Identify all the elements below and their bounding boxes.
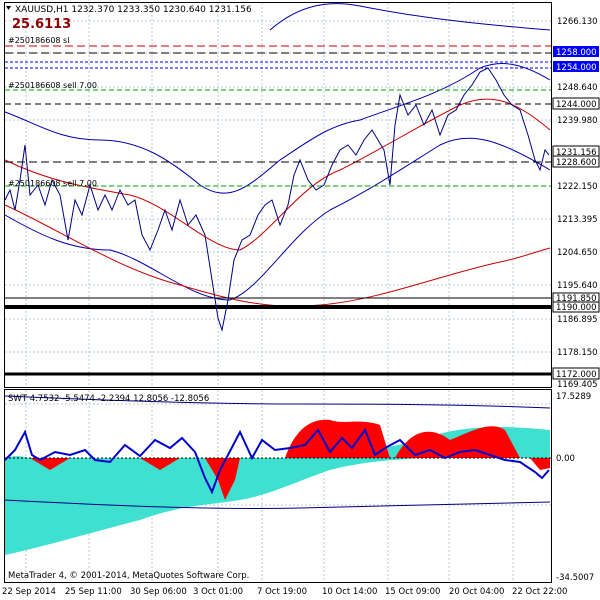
indicator-positive-fill-1 [5,458,70,470]
time-tick: 25 Sep 11:00 [65,587,122,597]
price-tick: 1222.150 [557,182,598,192]
level-label-1190[interactable]: 1190.000 [552,301,600,313]
indicator-positive-fill-2 [140,458,180,470]
price-series [4,67,550,332]
lower-band [4,137,551,301]
symbol-info: XAUUSD,H1 1232.370 1233.350 1230.640 123… [15,5,252,15]
svg-text:1254.000: 1254.000 [556,63,597,73]
time-tick: 15 Oct 09:00 [385,587,440,597]
order-label-sl: #250186608 sl [8,36,69,45]
indicator-positive-fill-3 [205,458,240,500]
level-label-1172[interactable]: 1172.000 [552,367,600,380]
account-value: 25.6113 [12,17,71,32]
time-tick: 20 Oct 04:00 [449,587,504,597]
svg-text:1231.156: 1231.156 [556,148,597,158]
upper-band [4,63,551,194]
level-label-1244[interactable]: 1244.000 [552,97,600,110]
indicator-signal-line [4,427,550,495]
time-tick: 22 Oct 22:00 [512,587,567,597]
indicator-frame[interactable] [4,389,552,583]
price-tick: 1239.980 [557,116,598,126]
time-axis: 22 Sep 2014 25 Sep 11:00 30 Sep 06:00 3 … [2,587,567,597]
indicator-tick-bottom: -34.5007 [556,573,594,583]
time-tick: 30 Sep 06:00 [130,587,187,597]
price-tick: 1248.640 [557,83,598,93]
indicator-positive-fill-4 [285,419,390,458]
price-tick: 1169.405 [557,380,598,390]
price-tick: 1213.395 [557,215,598,225]
time-tick: 3 Oct 01:00 [193,587,243,597]
price-tick: 1195.640 [557,281,598,291]
order-label-sell-2: #250186608 sell 7.00 [8,179,97,188]
level-label-1254[interactable]: 1254.000 [553,61,599,73]
symbol-header: XAUUSD,H1 1232.370 1233.350 1230.640 123… [6,5,252,15]
svg-text:1244.000: 1244.000 [556,100,597,110]
fast-ma [4,98,551,251]
svg-text:1190.000: 1190.000 [556,303,597,313]
indicator-positive-fill-5 [395,426,520,458]
price-tick: 1204.650 [557,248,598,258]
indicator-tick-top: 17.5289 [556,392,591,402]
indicator-tick-zero: 0.00 [556,454,575,464]
svg-text:1172.000: 1172.000 [556,370,597,380]
svg-text:1191.850: 1191.850 [556,294,597,304]
time-tick: 22 Sep 2014 [2,587,56,597]
dropdown-triangle-icon[interactable] [6,6,11,10]
time-tick: 7 Oct 19:00 [257,587,307,597]
indicator-positive-fill-6 [530,458,550,470]
indicator-label: SWT 4.7532 -5.5474 -2.2394 12.8056 -12.8… [8,394,209,404]
outer-band [269,3,551,31]
price-tick: 1178.150 [557,348,598,358]
order-label-sell: #250186608 sell 7.00 [8,81,97,90]
main-chart-frame[interactable] [4,2,552,388]
price-tick: 1266.130 [557,17,598,27]
indicator-upper-envelope [4,395,551,409]
time-tick: 10 Oct 14:00 [322,587,377,597]
copyright-text: MetaTrader 4, © 2001-2014, MetaQuotes So… [8,571,249,581]
level-label-1228[interactable]: 1228.600 [552,155,600,168]
level-label-1258[interactable]: 1258.000 [553,46,599,58]
price-tick: 1186.895 [557,315,598,325]
indicator-lower-fill [5,458,420,555]
svg-text:1258.000: 1258.000 [556,48,597,58]
indicator-lower-envelope [4,499,551,509]
svg-text:1228.600: 1228.600 [556,158,597,168]
